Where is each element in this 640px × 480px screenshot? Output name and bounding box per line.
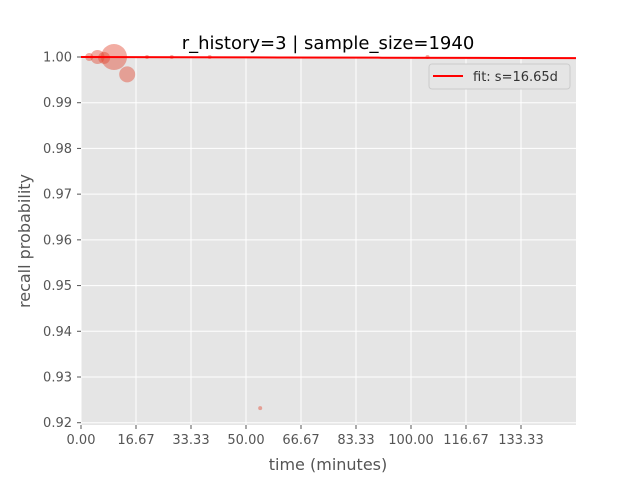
x-ticks: 0.00 16.67 33.33 50.00 66.67 83.33 100.00 116.6… [67,425,544,448]
x-tick-label: 100.00 [388,433,434,448]
x-tick-label: 50.00 [227,433,264,448]
y-tick-label: 1.00 [43,51,72,66]
scatter-point [258,406,262,410]
x-tick-label: 66.67 [282,433,319,448]
legend: fit: s=16.65d [429,64,570,89]
x-tick-label: 83.33 [337,433,374,448]
plot-background [81,57,576,425]
chart-title: r_history=3 | sample_size=1940 [182,33,475,54]
x-tick-label: 116.67 [443,433,489,448]
fit-line [81,57,576,58]
x-axis-title: time (minutes) [269,455,387,474]
scatter-point [119,66,135,82]
y-axis-title: recall probability [15,174,34,308]
y-ticks: 0.92 0.93 0.94 0.95 0.96 0.97 0.98 0.99 1.00 [43,51,81,432]
y-tick-label: 0.95 [43,279,72,294]
y-tick-label: 0.98 [43,142,72,157]
y-tick-label: 0.97 [43,188,72,203]
y-tick-label: 0.92 [43,416,72,431]
fit-series [81,57,576,58]
y-tick-label: 0.96 [43,233,72,248]
y-tick-label: 0.99 [43,96,72,111]
legend-fit-label: fit: s=16.65d [473,70,558,85]
x-tick-label: 0.00 [67,433,96,448]
y-tick-label: 0.93 [43,371,72,386]
x-tick-label: 33.33 [172,433,209,448]
y-tick-label: 0.94 [43,325,72,340]
x-tick-label: 16.67 [117,433,154,448]
x-tick-label: 133.33 [498,433,544,448]
